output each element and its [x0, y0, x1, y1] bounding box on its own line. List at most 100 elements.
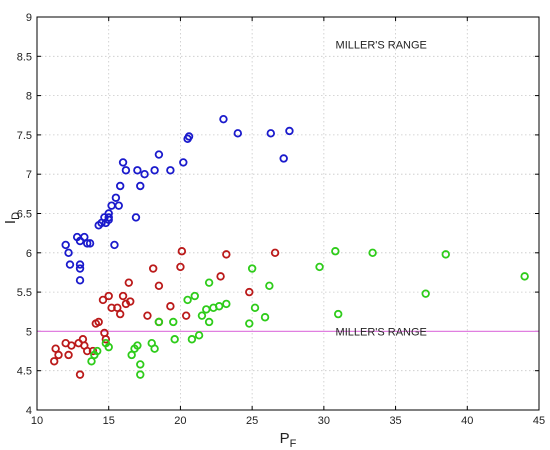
x-tick-label: 35 — [389, 415, 401, 427]
data-point — [104, 215, 113, 224]
data-point — [170, 335, 179, 344]
y-tick-label: 7.5 — [17, 130, 32, 142]
data-point — [126, 297, 135, 306]
y-tick-label: 9 — [26, 12, 32, 24]
data-point — [143, 311, 152, 320]
data-point — [166, 166, 175, 175]
data-point — [334, 309, 343, 319]
y-tick-labels: 4 4.5 5 5.5 6 6.5 7 7.5 8 8.5 9 — [17, 12, 32, 417]
data-point — [441, 250, 450, 259]
data-point — [65, 260, 75, 269]
data-point — [101, 335, 111, 344]
data-point — [114, 201, 123, 210]
data-point — [216, 272, 225, 281]
data-point — [131, 213, 141, 222]
data-point — [266, 129, 275, 138]
data-points — [50, 114, 529, 379]
data-point — [110, 240, 119, 250]
data-point — [177, 247, 187, 256]
y-tick-label: 8 — [26, 91, 32, 103]
x-tick-labels: 10 15 20 25 30 35 40 45 — [31, 415, 545, 427]
y-tick-label: 4 — [26, 405, 32, 417]
data-point — [115, 309, 125, 319]
data-point — [121, 166, 131, 175]
y-tick-label: 8.5 — [17, 51, 32, 63]
x-tick-label: 40 — [461, 415, 473, 427]
data-point — [88, 346, 98, 356]
data-point — [154, 317, 164, 327]
data-point — [148, 264, 158, 273]
data-point — [520, 272, 529, 281]
annotations: MILLER'S RANGE MILLER'S RANGE — [336, 39, 427, 338]
data-point — [82, 239, 92, 248]
x-tick-label: 10 — [31, 415, 43, 427]
data-point — [184, 132, 194, 141]
data-point — [94, 317, 103, 327]
y-tick-label: 5 — [26, 326, 32, 338]
data-point — [75, 264, 85, 273]
data-point — [214, 302, 224, 311]
data-point — [183, 295, 192, 305]
data-point — [67, 341, 76, 350]
data-point — [279, 154, 288, 163]
data-point — [270, 248, 280, 257]
data-point — [150, 166, 159, 175]
x-axis-label: PF — [280, 430, 297, 450]
data-point — [187, 335, 197, 344]
data-point — [204, 278, 214, 287]
data-point — [64, 248, 73, 257]
data-point — [115, 181, 125, 191]
series-2 — [87, 247, 529, 379]
data-point — [75, 370, 85, 379]
data-point — [331, 247, 340, 256]
data-point — [50, 357, 59, 366]
data-point — [176, 262, 185, 272]
data-point — [104, 291, 113, 301]
data-point — [250, 303, 260, 313]
y-tick-label: 5.5 — [17, 287, 32, 299]
data-point — [222, 299, 231, 309]
data-point — [219, 114, 228, 124]
data-point — [98, 295, 108, 305]
series-0 — [61, 114, 294, 285]
data-point — [140, 169, 149, 179]
data-point — [233, 129, 242, 138]
x-tick-label: 20 — [174, 415, 186, 427]
data-point — [245, 319, 254, 328]
data-point — [222, 250, 231, 259]
y-axis-label-main: I — [2, 220, 19, 224]
data-point — [54, 350, 63, 360]
data-point — [154, 150, 164, 159]
data-point — [136, 360, 145, 369]
plot-area — [37, 17, 539, 410]
data-point — [150, 344, 159, 353]
data-point — [265, 281, 274, 291]
x-tick-label: 25 — [246, 415, 258, 427]
data-point — [169, 317, 178, 327]
data-point — [75, 260, 85, 269]
y-tick-label: 7 — [26, 169, 32, 181]
data-point — [190, 291, 199, 301]
data-point — [75, 276, 85, 285]
x-axis-label-subscript: F — [290, 438, 297, 450]
y-tick-label: 4.5 — [17, 366, 32, 378]
data-point — [421, 289, 430, 298]
data-point — [136, 181, 145, 191]
millers-range-label: MILLER'S RANGE — [336, 326, 427, 338]
data-point — [61, 240, 70, 250]
plot-frame — [36, 16, 540, 411]
data-point — [85, 239, 95, 248]
data-point — [124, 278, 133, 287]
data-point — [154, 281, 164, 291]
data-point — [118, 291, 128, 301]
data-point — [368, 248, 377, 257]
millers-range-label: MILLER'S RANGE — [336, 39, 427, 51]
y-axis-label: ID — [2, 212, 22, 224]
data-point — [245, 287, 254, 297]
data-point — [136, 370, 145, 379]
data-point — [285, 126, 294, 136]
data-point — [247, 264, 257, 273]
data-point — [260, 313, 270, 322]
data-point — [118, 158, 128, 167]
